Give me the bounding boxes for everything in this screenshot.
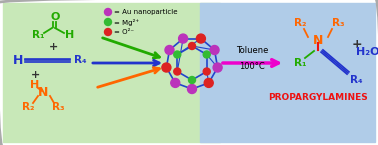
Polygon shape xyxy=(3,3,220,142)
Text: N: N xyxy=(38,87,48,99)
Text: H₂O: H₂O xyxy=(356,47,378,57)
Text: R₁: R₁ xyxy=(32,30,44,40)
Circle shape xyxy=(187,85,197,94)
Circle shape xyxy=(213,63,222,72)
Text: O: O xyxy=(50,12,60,22)
Circle shape xyxy=(104,9,112,16)
Circle shape xyxy=(189,77,195,84)
Text: +: + xyxy=(352,39,362,51)
Text: R₁: R₁ xyxy=(294,58,306,68)
Text: 100°C: 100°C xyxy=(239,62,265,71)
Text: R₂: R₂ xyxy=(22,102,34,112)
Circle shape xyxy=(197,34,205,43)
Polygon shape xyxy=(200,3,375,142)
Text: Toluene: Toluene xyxy=(236,46,268,55)
Circle shape xyxy=(162,63,171,72)
Circle shape xyxy=(210,46,219,55)
Circle shape xyxy=(171,78,180,87)
Text: R₂: R₂ xyxy=(294,18,306,28)
Text: H: H xyxy=(65,30,74,40)
Circle shape xyxy=(165,46,174,55)
Text: H: H xyxy=(30,80,40,90)
Text: R₃: R₃ xyxy=(52,102,64,112)
Text: = Mg²⁺: = Mg²⁺ xyxy=(114,19,139,26)
Text: N: N xyxy=(313,35,323,48)
Text: +: + xyxy=(50,42,59,52)
Text: PROPARGYLAMINES: PROPARGYLAMINES xyxy=(268,93,368,102)
Text: +: + xyxy=(30,70,40,80)
Text: = O²⁻: = O²⁻ xyxy=(114,29,134,35)
Text: R₄: R₄ xyxy=(350,75,362,85)
Circle shape xyxy=(174,51,181,58)
Circle shape xyxy=(179,34,187,43)
Circle shape xyxy=(104,29,112,36)
Text: = Au nanoparticle: = Au nanoparticle xyxy=(114,9,178,15)
Circle shape xyxy=(174,68,181,75)
Text: R₄: R₄ xyxy=(74,55,86,65)
Text: H: H xyxy=(13,54,23,67)
Circle shape xyxy=(104,19,112,26)
Text: R₃: R₃ xyxy=(332,18,344,28)
Circle shape xyxy=(189,42,195,49)
Circle shape xyxy=(204,78,213,87)
Circle shape xyxy=(203,51,210,58)
Circle shape xyxy=(203,68,210,75)
